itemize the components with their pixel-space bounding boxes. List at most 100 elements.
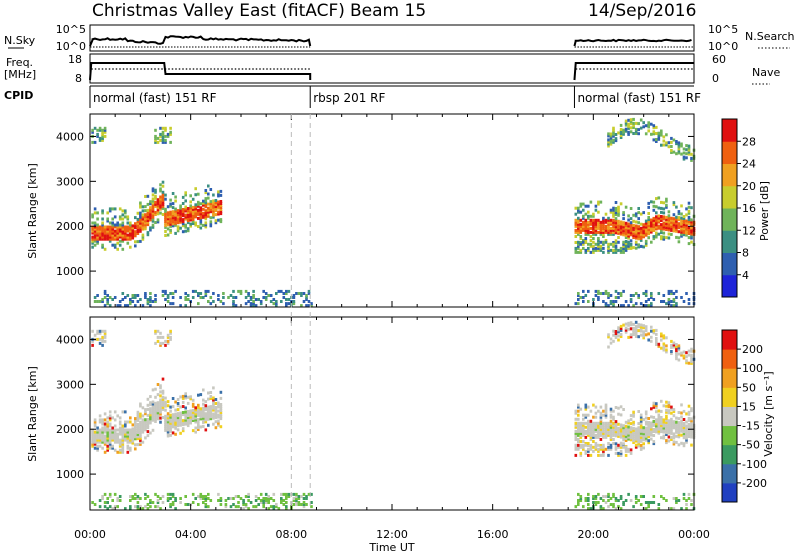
heatmap-cell — [141, 205, 145, 209]
heatmap-cell — [584, 429, 588, 433]
heatmap-cell — [101, 138, 104, 142]
heatmap-cell — [285, 492, 288, 496]
heatmap-cell — [619, 405, 623, 409]
heatmap-cell — [212, 386, 215, 390]
heatmap-cell — [652, 223, 656, 226]
heatmap-cell — [139, 414, 142, 418]
heatmap-cell — [174, 400, 177, 404]
heatmap-cell — [171, 212, 175, 216]
heatmap-cell — [169, 497, 172, 500]
heatmap-cell — [604, 409, 608, 413]
heatmap-cell — [96, 294, 99, 297]
heatmap-cell — [285, 304, 288, 308]
heatmap-cell — [101, 136, 104, 140]
heatmap-cell — [179, 216, 182, 220]
heatmap-cell — [642, 430, 645, 434]
heatmap-cell — [252, 294, 255, 297]
heatmap-cell — [244, 503, 248, 506]
heatmap-cell — [574, 218, 578, 222]
heatmap-cell — [612, 218, 615, 222]
heatmap-cell — [164, 292, 167, 295]
heatmap-cell — [629, 217, 633, 221]
heatmap-cell — [106, 428, 109, 432]
heatmap-cell — [619, 495, 623, 498]
heatmap-cell — [295, 292, 298, 295]
heatmap-cell — [131, 423, 135, 427]
heatmap-cell — [587, 419, 590, 423]
heatmap-cell — [582, 228, 585, 232]
heatmap-cell — [96, 235, 99, 239]
heatmap-cell — [108, 492, 112, 496]
heatmap-cell — [665, 221, 668, 225]
heatmap-cell — [655, 339, 658, 342]
heatmap-cell — [151, 400, 155, 404]
heatmap-cell — [129, 440, 132, 444]
heatmap-cell — [639, 413, 643, 417]
heatmap-cell — [627, 224, 630, 228]
heatmap-cell — [612, 304, 615, 308]
heatmap-cell — [121, 436, 125, 440]
heatmap-cell — [675, 219, 678, 223]
heatmap-cell — [214, 416, 218, 420]
heatmap-cell — [675, 428, 678, 432]
heatmap-cell — [612, 132, 615, 136]
heatmap-cell — [176, 221, 180, 225]
heatmap-cell — [98, 233, 102, 237]
heatmap-cell — [305, 304, 308, 308]
heatmap-cell — [619, 304, 623, 308]
heatmap-cell — [639, 425, 643, 429]
heatmap-cell — [619, 445, 623, 449]
heatmap-cell — [634, 230, 638, 234]
heatmap-cell — [194, 211, 197, 215]
heatmap-cell — [604, 228, 608, 232]
heatmap-cell — [161, 200, 165, 204]
heatmap-cell — [186, 227, 190, 231]
heatmap-cell — [249, 501, 253, 504]
heatmap-cell — [647, 212, 650, 215]
heatmap-cell — [579, 431, 583, 435]
heatmap-cell — [690, 347, 693, 351]
heatmap-cell — [617, 223, 620, 227]
heatmap-cell — [650, 228, 653, 232]
heatmap-cell — [174, 426, 177, 430]
heatmap-cell — [159, 410, 162, 414]
heatmap-cell — [194, 213, 197, 217]
heatmap-cell — [169, 220, 172, 224]
heatmap-cell — [156, 204, 160, 208]
heatmap-cell — [217, 204, 220, 208]
heatmap-cell — [587, 204, 590, 208]
heatmap-cell — [657, 226, 661, 230]
heatmap-cell — [154, 136, 157, 140]
heatmap-cell — [607, 246, 610, 250]
heatmap-cell — [154, 387, 157, 391]
heatmap-cell — [609, 248, 613, 252]
heatmap-cell — [237, 289, 240, 293]
heatmap-cell — [614, 406, 618, 409]
heatmap-cell — [179, 497, 182, 500]
heatmap-cell — [657, 133, 661, 137]
heatmap-cell — [602, 445, 605, 449]
heatmap-cell — [582, 216, 585, 220]
heatmap-cell — [156, 411, 160, 415]
heatmap-cell — [91, 432, 94, 436]
heatmap-cell — [602, 218, 605, 222]
heatmap-cell — [156, 505, 160, 509]
heatmap-cell — [577, 440, 580, 443]
heatmap-cell — [116, 434, 119, 438]
heatmap-cell — [655, 424, 658, 428]
heatmap-cell — [690, 152, 693, 156]
heatmap-cell — [609, 341, 613, 345]
heatmap-cell — [310, 302, 313, 306]
heatmap-cell — [207, 423, 210, 427]
heatmap-cell — [209, 417, 213, 421]
heatmap-cell — [627, 214, 630, 218]
heatmap-cell — [194, 426, 197, 430]
heatmap-cell — [116, 414, 119, 418]
heatmap-cell — [275, 304, 278, 308]
heatmap-cell — [665, 143, 668, 147]
heatmap-cell — [141, 428, 145, 432]
heatmap-cell — [655, 430, 658, 434]
heatmap-cell — [680, 226, 683, 230]
heatmap-cell — [579, 202, 583, 206]
heatmap-cell — [275, 300, 278, 303]
